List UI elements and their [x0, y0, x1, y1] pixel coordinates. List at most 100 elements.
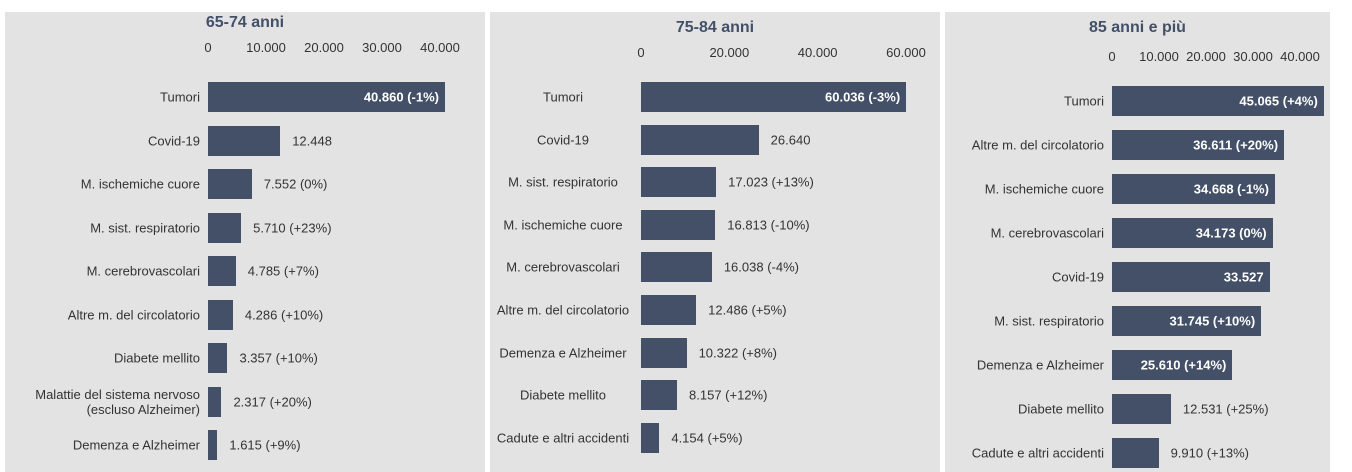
value-label: 4.286 (+10%)	[244, 307, 324, 322]
x-tick-label: 0	[637, 45, 645, 60]
bar	[1112, 174, 1275, 204]
x-tick-label: 30.000	[362, 40, 402, 55]
category-label: Covid-19	[536, 132, 590, 148]
chart-title: 75-84 anni	[675, 19, 755, 36]
value-label: 7.552 (0%)	[263, 176, 328, 192]
category-label: M. cerebrovascolari	[990, 225, 1104, 241]
category-label: Demenza e Alzheimer	[976, 357, 1104, 373]
bar	[208, 386, 222, 417]
bar	[208, 169, 252, 199]
bar	[641, 209, 716, 240]
value-label: 25.610 (+14%)	[1140, 357, 1227, 373]
x-tick-label: 0	[1108, 49, 1116, 64]
category-label: Altre m. del circolatorio	[496, 302, 630, 318]
bar	[208, 256, 236, 286]
category-label: Tumori	[1064, 93, 1104, 109]
x-tick-label: 30.000	[1233, 49, 1273, 64]
x-tick-label: 0	[204, 40, 212, 55]
value-label: 4.154 (+5%)	[671, 430, 743, 446]
bar	[208, 212, 242, 243]
value-label: 16.813 (-10%)	[727, 217, 810, 233]
bar	[1112, 86, 1324, 116]
bar	[1112, 218, 1273, 248]
category-label: Tumori	[543, 89, 583, 105]
chart-title: 65-74 anni	[205, 14, 285, 31]
bar	[1112, 438, 1159, 468]
category-label: Covid-19	[147, 133, 200, 148]
category-label: M. ischemiche cuore	[80, 176, 200, 192]
value-label: 40.860 (-1%)	[363, 89, 439, 105]
panel	[490, 12, 940, 472]
value-label: 10.322 (+8%)	[698, 345, 777, 361]
bar	[641, 295, 697, 325]
category-label: M. ischemiche cuore	[503, 217, 623, 233]
bar	[1112, 130, 1285, 160]
value-label: 1.615 (+9%)	[229, 437, 301, 453]
category-label: Diabete mellito	[1018, 401, 1104, 417]
bar	[208, 125, 281, 156]
value-label: 9.910 (+13%)	[1170, 445, 1249, 461]
value-label: 4.785 (+7%)	[247, 263, 319, 279]
bar	[1112, 394, 1171, 424]
bar	[208, 430, 218, 460]
chart-title: 85 anni e più	[1089, 19, 1186, 36]
value-label: 8.157 (+12%)	[689, 387, 768, 403]
value-label: 12.531 (+25%)	[1182, 401, 1269, 417]
category-label: Cadute e altri accidenti	[971, 445, 1104, 461]
bar	[641, 380, 678, 411]
category-label: Covid-19	[1051, 269, 1104, 285]
x-tick-label: 40.000	[420, 40, 460, 55]
bar	[641, 82, 907, 112]
value-label: 17.023 (+13%)	[728, 174, 814, 190]
bar	[208, 299, 233, 330]
value-label: 34.173 (0%)	[1195, 225, 1267, 241]
value-label: 45.065 (+4%)	[1239, 93, 1318, 109]
value-label: 31.745 (+10%)	[1169, 313, 1256, 329]
category-label: Diabete mellito	[520, 387, 606, 403]
category-label: M. cerebrovascolari	[506, 259, 620, 275]
value-label: 12.448	[292, 133, 332, 148]
value-label: 16.038 (-4%)	[723, 259, 799, 275]
x-tick-label: 10.000	[1139, 49, 1179, 64]
x-tick-label: 60.000	[886, 45, 926, 60]
value-label: 36.611 (+20%)	[1193, 137, 1279, 153]
bar	[208, 82, 445, 112]
category-label: Cadute e altri accidenti	[496, 430, 630, 446]
x-tick-label: 20.000	[304, 40, 344, 55]
bar	[1112, 306, 1262, 336]
category-label: Demenza e Alzheimer	[499, 345, 627, 361]
bar	[641, 124, 759, 155]
value-label: 3.357 (+10%)	[239, 350, 318, 366]
category-label: M. cerebrovascolari	[86, 263, 200, 279]
category-label: M. sist. respiratorio	[994, 313, 1104, 329]
category-label: Malattie del sistema nervoso (escluso Al…	[35, 386, 200, 417]
value-label: 26.640	[770, 132, 811, 148]
bar	[641, 337, 687, 368]
bar	[1112, 350, 1233, 380]
value-label: 33.527	[1223, 269, 1264, 285]
value-label: 5.710 (+23%)	[253, 220, 332, 235]
category-label: Altre m. del circolatorio	[971, 137, 1104, 153]
category-label: M. ischemiche cuore	[984, 181, 1104, 197]
x-tick-label: 40.000	[1280, 49, 1320, 64]
bar	[641, 422, 660, 453]
value-label: 60.036 (-3%)	[825, 89, 901, 105]
category-label: M. sist. respiratorio	[508, 174, 618, 190]
category-label: Tumori	[160, 89, 200, 105]
bar	[641, 252, 712, 283]
category-label: Diabete mellito	[114, 350, 200, 366]
x-tick-label: 20.000	[709, 45, 750, 60]
bar	[208, 343, 228, 373]
category-label: Altre m. del circolatorio	[67, 307, 200, 322]
category-label: M. sist. respiratorio	[90, 220, 200, 235]
x-tick-label: 10.000	[246, 40, 286, 55]
x-tick-label: 20.000	[1186, 49, 1226, 64]
bar	[641, 167, 717, 198]
value-label: 12.486 (+5%)	[708, 302, 787, 318]
x-tick-label: 40.000	[797, 45, 838, 60]
value-label: 2.317 (+20%)	[233, 394, 312, 409]
value-label: 34.668 (-1%)	[1193, 181, 1269, 197]
bar	[1112, 262, 1270, 292]
category-label: Demenza e Alzheimer	[72, 437, 200, 453]
